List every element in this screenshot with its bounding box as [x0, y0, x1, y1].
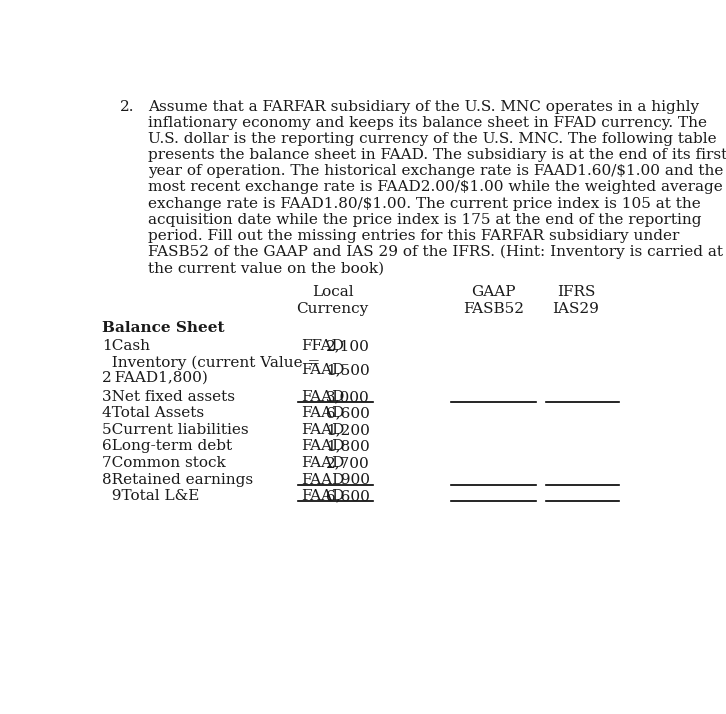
Text: IAS29: IAS29 [552, 301, 600, 316]
Text: FAAD: FAAD [301, 473, 345, 487]
Text: FAAD: FAAD [301, 406, 345, 421]
Text: 6Long-term debt: 6Long-term debt [102, 440, 232, 453]
Text: FAAD: FAAD [301, 489, 345, 503]
Text: 1,200: 1,200 [326, 423, 370, 437]
Text: FFAD: FFAD [301, 339, 344, 353]
Text: FASB52: FASB52 [463, 301, 524, 316]
Text: 6,600: 6,600 [326, 489, 370, 503]
Text: 7Common stock: 7Common stock [102, 456, 226, 470]
Text: 9Total L&E: 9Total L&E [102, 489, 200, 503]
Text: 900: 900 [331, 473, 370, 487]
Text: 6,600: 6,600 [326, 406, 370, 421]
Text: 5Current liabilities: 5Current liabilities [102, 423, 249, 437]
Text: 2,700: 2,700 [326, 456, 370, 470]
Text: FAAD: FAAD [301, 440, 345, 453]
Text: Balance Sheet: Balance Sheet [102, 321, 225, 336]
Text: the current value on the book): the current value on the book) [148, 261, 384, 275]
Text: inflationary economy and keeps its balance sheet in FFAD currency. The: inflationary economy and keeps its balan… [148, 116, 707, 130]
Text: 2,100: 2,100 [326, 339, 370, 353]
Text: FASB52 of the GAAP and IAS 29 of the IFRS. (Hint: Inventory is carried at: FASB52 of the GAAP and IAS 29 of the IFR… [148, 245, 723, 259]
Text: FAAD: FAAD [301, 423, 345, 437]
Text: FAAD: FAAD [301, 456, 345, 470]
Text: FAAD: FAAD [301, 363, 345, 378]
Text: 4Total Assets: 4Total Assets [102, 406, 205, 421]
Text: period. Fill out the missing entries for this FARFAR subsidiary under: period. Fill out the missing entries for… [148, 229, 680, 243]
Text: GAAP: GAAP [471, 285, 516, 299]
Text: acquisition date while the price index is 175 at the end of the reporting: acquisition date while the price index i… [148, 213, 701, 227]
Text: 3,000: 3,000 [326, 390, 370, 404]
Text: U.S. dollar is the reporting currency of the U.S. MNC. The following table: U.S. dollar is the reporting currency of… [148, 132, 717, 146]
Text: Inventory (current Value =: Inventory (current Value = [102, 356, 321, 371]
Text: 2.: 2. [121, 99, 135, 114]
Text: 3Net fixed assets: 3Net fixed assets [102, 390, 235, 404]
Text: FAAD: FAAD [301, 390, 345, 404]
Text: 1,500: 1,500 [326, 363, 370, 378]
Text: 2 FAAD1,800): 2 FAAD1,800) [102, 371, 208, 385]
Text: 1Cash: 1Cash [102, 339, 150, 353]
Text: Assume that a FARFAR subsidiary of the U.S. MNC operates in a highly: Assume that a FARFAR subsidiary of the U… [148, 99, 699, 114]
Text: exchange rate is FAAD1.80/$1.00. The current price index is 105 at the: exchange rate is FAAD1.80/$1.00. The cur… [148, 196, 701, 211]
Text: most recent exchange rate is FAAD2.00/$1.00 while the weighted average: most recent exchange rate is FAAD2.00/$1… [148, 181, 723, 194]
Text: 1,800: 1,800 [326, 440, 370, 453]
Text: IFRS: IFRS [557, 285, 595, 299]
Text: Local: Local [311, 285, 354, 299]
Text: Currency: Currency [296, 301, 369, 316]
Text: presents the balance sheet in FAAD. The subsidiary is at the end of its first: presents the balance sheet in FAAD. The … [148, 148, 726, 162]
Text: year of operation. The historical exchange rate is FAAD1.60/$1.00 and the: year of operation. The historical exchan… [148, 164, 724, 178]
Text: 8Retained earnings: 8Retained earnings [102, 473, 253, 487]
